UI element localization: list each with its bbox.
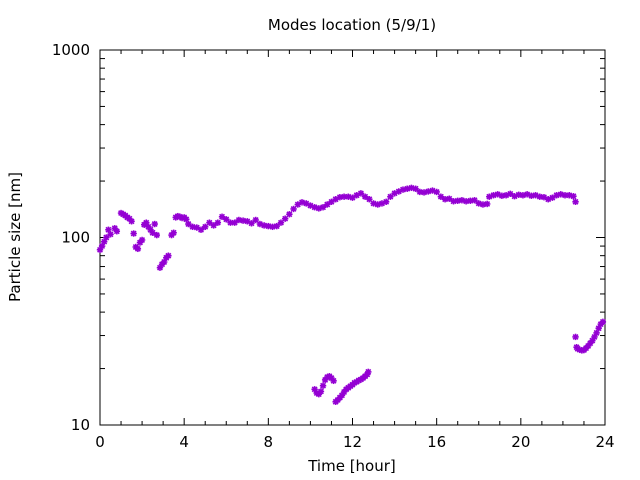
data-point (281, 215, 289, 222)
data-point (197, 226, 205, 233)
data-point (572, 198, 579, 206)
data-point (252, 216, 259, 224)
x-tick-label: 0 (95, 433, 105, 451)
data-point (128, 218, 135, 225)
data-point (165, 252, 172, 259)
data-point (382, 198, 390, 206)
data-point (553, 192, 560, 199)
data-point (113, 228, 121, 235)
data-point (185, 220, 192, 228)
data-point (570, 193, 577, 200)
y-axis-label: Particle size [nm] (6, 172, 24, 302)
chart-title: Modes location (5/9/1) (268, 16, 436, 34)
data-point (107, 231, 114, 238)
data-point (599, 318, 607, 326)
data-point (330, 377, 337, 385)
x-axis-label: Time [hour] (307, 457, 396, 475)
data-point (143, 219, 150, 226)
y-tick-label: 10 (71, 416, 90, 434)
x-tick-label: 8 (264, 433, 274, 451)
scatter-points (96, 184, 607, 405)
data-point (130, 230, 137, 237)
y-axis: 10 100 1000 (52, 41, 605, 434)
data-point (138, 236, 146, 244)
y-tick-label: 1000 (52, 41, 90, 59)
x-axis: 0 4 8 12 16 20 24 (95, 50, 615, 451)
data-point (202, 223, 209, 231)
data-point (273, 222, 280, 230)
data-point (286, 211, 293, 218)
data-point (572, 333, 579, 341)
data-point (170, 229, 177, 236)
data-point (206, 219, 213, 226)
plot-frame (99, 49, 606, 426)
y-tick-label: 100 (61, 229, 90, 247)
data-point (349, 194, 356, 201)
data-point (483, 200, 491, 208)
data-point (366, 196, 373, 203)
data-point (290, 205, 297, 213)
data-point (315, 205, 323, 212)
data-point (408, 184, 415, 192)
data-point (433, 188, 440, 196)
data-point (319, 204, 327, 211)
data-point (317, 388, 325, 395)
x-tick-label: 12 (343, 433, 362, 451)
x-tick-label: 24 (595, 433, 614, 451)
data-point (231, 219, 238, 226)
data-point (277, 219, 285, 226)
x-tick-label: 4 (179, 433, 189, 451)
data-point (153, 231, 161, 239)
data-point (214, 219, 222, 226)
x-tick-label: 20 (511, 433, 530, 451)
data-point (151, 220, 158, 228)
data-point (365, 368, 372, 376)
data-point (319, 382, 327, 389)
data-point (134, 245, 142, 253)
data-point (210, 222, 217, 229)
x-tick-label: 16 (427, 433, 446, 451)
